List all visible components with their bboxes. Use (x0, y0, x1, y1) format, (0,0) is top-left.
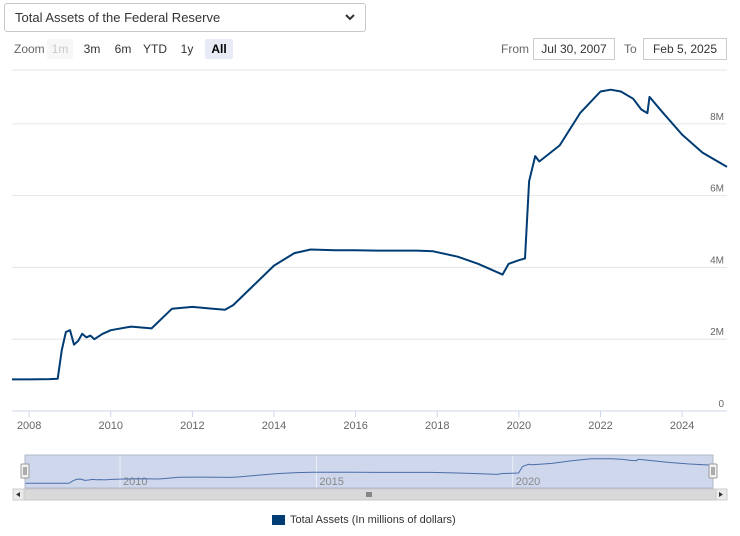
dataset-select[interactable]: Total Assets of the Federal Reserve (4, 3, 366, 32)
to-date-input[interactable]: Feb 5, 2025 (643, 38, 727, 60)
zoom-1m-button[interactable]: 1m (47, 39, 73, 59)
chevron-down-icon (345, 14, 355, 21)
navigator-tick-label: 2015 (319, 476, 343, 488)
dataset-select-value: Total Assets of the Federal Reserve (15, 10, 221, 25)
from-label: From (501, 42, 529, 56)
zoom-all-button[interactable]: All (205, 39, 233, 59)
x-tick-label: 2008 (17, 420, 41, 432)
navigator-tick-label: 2020 (516, 476, 540, 488)
zoom-1y-button[interactable]: 1y (180, 42, 194, 56)
navigator-series-line (25, 458, 714, 484)
legend-label: Total Assets (In millions of dollars) (290, 514, 456, 526)
x-tick-label: 2022 (588, 420, 612, 432)
zoom-6m-button[interactable]: 6m (114, 42, 132, 56)
scrollbar-thumb[interactable] (23, 488, 717, 501)
x-tick-label: 2016 (343, 420, 367, 432)
x-tick-label: 2020 (507, 420, 531, 432)
navigator-left-handle[interactable] (20, 463, 30, 479)
legend-item[interactable]: Total Assets (In millions of dollars) (272, 514, 456, 526)
navigator-tick-label: 2010 (123, 476, 147, 488)
x-tick-label: 2018 (425, 420, 449, 432)
x-tick-label: 2024 (670, 420, 694, 432)
legend-swatch (272, 515, 285, 525)
x-tick-label: 2014 (262, 420, 286, 432)
navigator-scrollbar[interactable] (12, 488, 728, 501)
scrollbar-right-arrow-icon[interactable] (715, 488, 728, 501)
y-tick-label: 6M (710, 184, 724, 195)
y-tick-label: 4M (710, 255, 724, 266)
scrollbar-left-arrow-icon[interactable] (12, 488, 25, 501)
y-tick-label: 8M (710, 112, 724, 123)
navigator-selected-range[interactable] (25, 455, 713, 488)
x-tick-label: 2010 (99, 420, 123, 432)
zoom-label: Zoom (14, 42, 45, 56)
zoom-3m-button[interactable]: 3m (83, 42, 101, 56)
zoom-ytd-button[interactable]: YTD (143, 42, 167, 56)
to-label: To (624, 42, 637, 56)
y-tick-label: 2M (710, 327, 724, 338)
series-line-total-assets[interactable] (12, 88, 728, 381)
navigator-right-handle[interactable] (708, 463, 718, 479)
from-date-input[interactable]: Jul 30, 2007 (533, 38, 615, 60)
x-tick-label: 2012 (180, 420, 204, 432)
y-tick-label: 0 (718, 399, 724, 410)
